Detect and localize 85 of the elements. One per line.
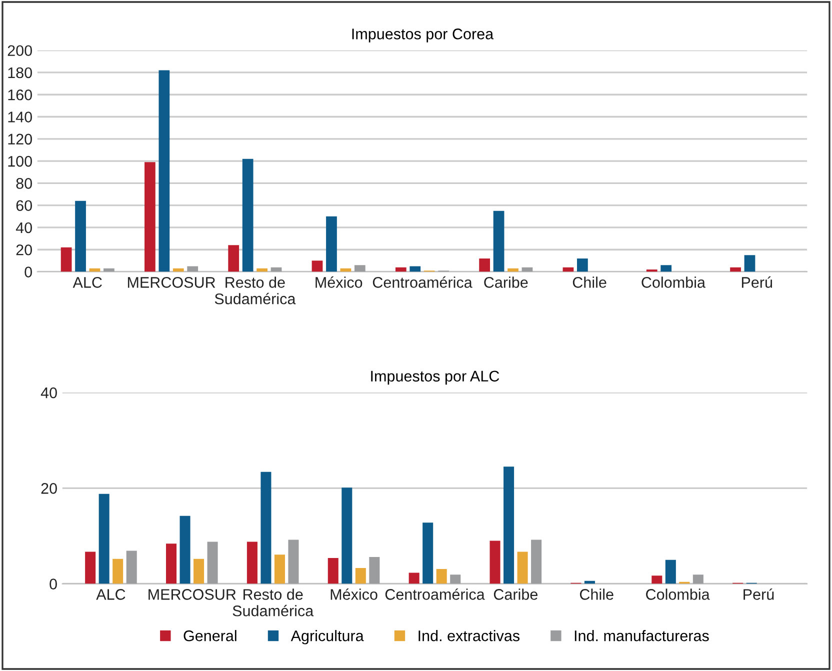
bar: [660, 265, 672, 272]
bar: [166, 544, 177, 584]
x-tick-label: Resto de Sudamérica: [214, 276, 296, 304]
bar: [744, 255, 756, 272]
x-tick-label: Perú: [744, 588, 774, 600]
y-tick-label: 40: [16, 222, 32, 234]
y-tick-label: 60: [16, 200, 32, 212]
y-tick-label: 40: [40, 387, 57, 398]
bar: [422, 522, 434, 584]
x-tick-label: ALC: [96, 589, 126, 600]
y-tick-label: 120: [8, 134, 32, 145]
x-tick-label: México: [330, 588, 378, 600]
y-tick-label: 100: [8, 156, 32, 167]
bar: [576, 258, 588, 272]
x-tick-label: Chile: [572, 276, 606, 288]
bar: [256, 268, 268, 272]
x-tick-label: Centroamérica: [372, 276, 472, 288]
bar: [342, 488, 352, 584]
legend-label: Ind. manufactureras: [574, 630, 709, 642]
bar: [730, 267, 741, 272]
y-tick-label: 140: [8, 112, 32, 122]
bar: [194, 558, 204, 584]
y-tick-label: 200: [8, 45, 32, 56]
bar: [104, 268, 114, 272]
bar: [172, 268, 184, 272]
bar: [180, 516, 190, 584]
bar: [410, 266, 421, 272]
y-tick-label: 160: [8, 89, 32, 100]
bar: [242, 158, 254, 272]
bar: [112, 558, 124, 584]
x-tick-label: Caribe: [494, 588, 538, 600]
x-tick-label: Caribe: [484, 276, 528, 288]
bar: [665, 560, 676, 584]
x-tick-label: MERCOSUR: [128, 277, 216, 288]
y-tick-label: 180: [8, 67, 32, 78]
bar: [274, 554, 285, 584]
bar: [187, 266, 198, 272]
bar: [144, 162, 156, 272]
bar: [369, 556, 380, 584]
chart-title: Impuestos por Corea: [352, 28, 494, 42]
legend-label: Ind. extractivas: [418, 630, 520, 642]
bar: [60, 247, 72, 272]
y-tick-label: 0: [50, 578, 57, 590]
bar: [652, 576, 662, 584]
y-tick-label: 0: [24, 266, 32, 278]
bar: [395, 267, 406, 272]
legend-label: General: [184, 630, 236, 642]
bar: [158, 70, 170, 272]
x-tick-label: Perú: [742, 276, 772, 288]
bar: [246, 542, 258, 584]
bar: [328, 558, 338, 584]
x-tick-label: ALC: [72, 277, 102, 288]
bar: [408, 572, 420, 584]
bar: [126, 550, 137, 584]
x-tick-label: México: [316, 276, 362, 288]
bar: [450, 574, 461, 584]
bar: [75, 200, 86, 272]
x-tick-label: Chile: [580, 588, 614, 600]
chart-title: Impuestos por ALC: [371, 370, 500, 385]
bar: [504, 466, 514, 584]
bar: [98, 494, 110, 584]
bar: [288, 540, 299, 584]
bar: [355, 568, 366, 584]
legend-label: Agricultura: [290, 630, 364, 644]
x-tick-label: Colombia: [646, 588, 710, 600]
bar: [85, 552, 96, 584]
bar: [354, 265, 366, 272]
y-tick-label: 20: [41, 483, 57, 494]
x-tick-label: Colombia: [642, 276, 706, 288]
y-tick-label: 20: [16, 244, 32, 256]
bar: [692, 574, 704, 584]
bar: [479, 258, 490, 272]
bar: [508, 268, 518, 272]
y-tick-label: 80: [16, 178, 32, 189]
bar: [326, 216, 337, 272]
bar: [490, 540, 500, 584]
bar: [207, 542, 218, 584]
bar: [312, 260, 323, 272]
bar: [493, 210, 504, 272]
bar: [228, 245, 240, 272]
bar: [531, 540, 542, 584]
bar: [260, 472, 272, 584]
bar: [436, 568, 447, 584]
bar: [517, 552, 528, 584]
x-tick-label: Centroamérica: [385, 588, 485, 600]
